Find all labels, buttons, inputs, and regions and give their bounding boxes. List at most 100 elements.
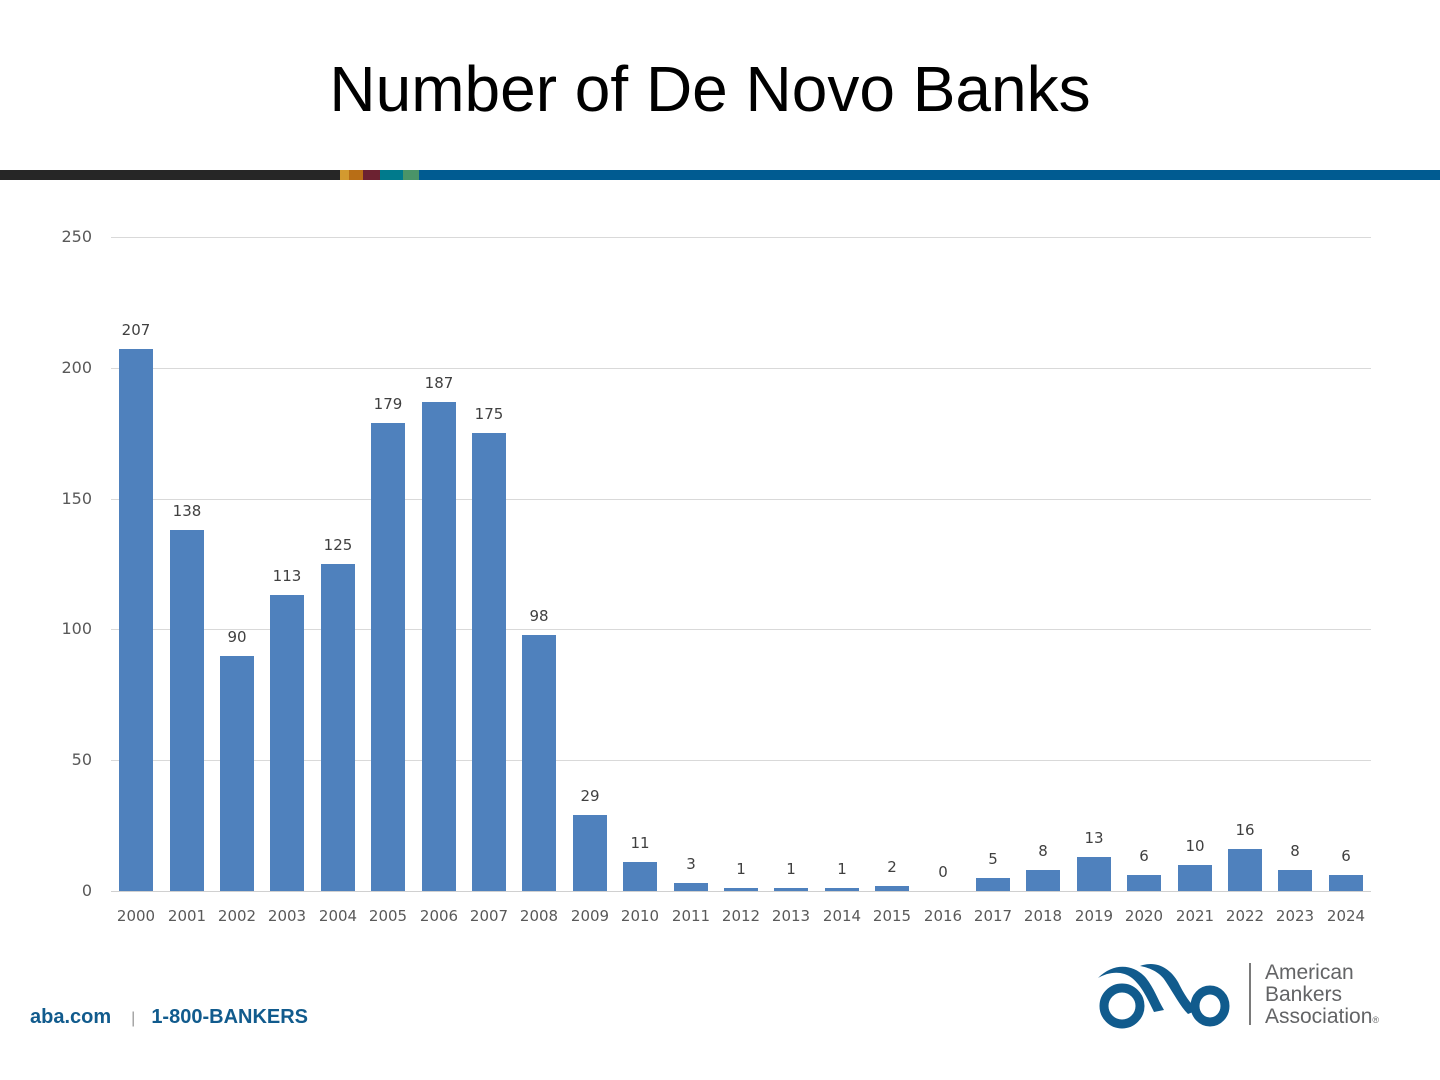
x-tick-label: 2020 (1124, 907, 1164, 925)
bar-2011 (674, 883, 708, 891)
data-label: 5 (988, 850, 998, 868)
bar-2019 (1077, 857, 1111, 891)
y-tick-label: 0 (81, 881, 92, 900)
data-label: 98 (529, 607, 549, 625)
x-tick-label: 2004 (318, 907, 358, 925)
bar-2007 (472, 433, 506, 891)
data-label: 13 (1084, 829, 1104, 847)
y-tick-label: 50 (71, 750, 92, 769)
bar-2012 (724, 888, 758, 891)
x-tick-label: 2011 (671, 907, 711, 925)
data-label: 187 (424, 374, 454, 392)
aba-logo-icon (1094, 960, 1234, 1035)
bar-2017 (976, 878, 1010, 891)
data-label: 1 (736, 860, 746, 878)
bar-2018 (1026, 870, 1060, 891)
data-label: 8 (1038, 842, 1048, 860)
x-tick-label: 2015 (872, 907, 912, 925)
x-tick-label: 2023 (1275, 907, 1315, 925)
x-tick-label: 2012 (721, 907, 761, 925)
bar-2013 (774, 888, 808, 891)
data-label: 0 (938, 863, 948, 881)
bar-2003 (270, 595, 304, 891)
gridline (111, 760, 1371, 761)
stripe-segment (349, 170, 363, 180)
gridline (111, 368, 1371, 369)
website-link[interactable]: aba.com (30, 1006, 112, 1028)
x-axis-line (111, 891, 1371, 892)
data-label: 8 (1290, 842, 1300, 860)
x-tick-label: 2019 (1074, 907, 1114, 925)
footer-contact: aba.com | 1-800-BANKERS (30, 1006, 308, 1029)
x-tick-label: 2008 (519, 907, 559, 925)
bar-2009 (573, 815, 607, 891)
stripe-segment (363, 170, 380, 180)
data-label: 1 (837, 860, 847, 878)
y-tick-label: 100 (61, 619, 92, 638)
x-tick-label: 2016 (923, 907, 963, 925)
data-label: 179 (373, 395, 403, 413)
bar-2022 (1228, 849, 1262, 891)
gridline (111, 499, 1371, 500)
data-label: 113 (272, 567, 302, 585)
registered-mark: ® (1372, 1015, 1380, 1025)
phone-number: 1-800-BANKERS (151, 1006, 309, 1028)
bar-chart: 0 50 100 150 200 250 207 2000 138 2001 90 2002 113 20… (61, 227, 1371, 925)
data-label: 6 (1139, 847, 1149, 865)
logo-line-3: Association (1265, 1005, 1373, 1028)
x-tick-label: 2001 (167, 907, 207, 925)
data-label: 10 (1185, 837, 1205, 855)
bar-2021 (1178, 865, 1212, 891)
x-tick-label: 2005 (368, 907, 408, 925)
data-label: 29 (580, 787, 600, 805)
x-tick-label: 2003 (267, 907, 307, 925)
x-tick-label: 2009 (570, 907, 610, 925)
x-tick-label: 2006 (419, 907, 459, 925)
stripe-segment (380, 170, 403, 180)
x-tick-label: 2017 (973, 907, 1013, 925)
logo-wordmark: American Bankers Association® (1265, 962, 1379, 1031)
bar-2005 (371, 423, 405, 891)
x-tick-label: 2018 (1023, 907, 1063, 925)
x-tick-label: 2002 (217, 907, 257, 925)
logo-divider (1249, 963, 1251, 1025)
x-tick-label: 2010 (620, 907, 660, 925)
data-label: 125 (323, 536, 353, 554)
bar-2024 (1329, 875, 1363, 891)
x-tick-label: 2013 (771, 907, 811, 925)
bar-2020 (1127, 875, 1161, 891)
y-tick-label: 250 (61, 227, 92, 246)
stripe-segment (419, 170, 1440, 180)
stripe-segment (403, 170, 419, 180)
x-tick-label: 2024 (1326, 907, 1366, 925)
bar-2015 (875, 886, 909, 891)
bar-2008 (522, 635, 556, 891)
x-tick-label: 2022 (1225, 907, 1265, 925)
x-tick-label: 2007 (469, 907, 509, 925)
bar-2010 (623, 862, 657, 891)
y-tick-label: 200 (61, 358, 92, 377)
bar-2004 (321, 564, 355, 891)
data-label: 207 (121, 321, 151, 339)
bar-2001 (170, 530, 204, 891)
y-tick-label: 150 (61, 489, 92, 508)
gridline (111, 629, 1371, 630)
data-label: 90 (227, 628, 247, 646)
stripe-segment (0, 170, 340, 180)
data-label: 138 (172, 502, 202, 520)
data-label: 1 (786, 860, 796, 878)
data-label: 3 (686, 855, 696, 873)
data-label: 16 (1235, 821, 1255, 839)
footer-separator: | (131, 1010, 136, 1027)
stripe-segment (340, 170, 349, 180)
data-label: 6 (1341, 847, 1351, 865)
data-label: 2 (887, 858, 897, 876)
bar-2006 (422, 402, 456, 891)
data-label: 175 (474, 405, 504, 423)
x-tick-label: 2000 (116, 907, 156, 925)
x-tick-label: 2021 (1175, 907, 1215, 925)
bar-2002 (220, 656, 254, 891)
bar-2023 (1278, 870, 1312, 891)
logo-line-1: American (1265, 961, 1354, 984)
logo-line-2: Bankers (1265, 983, 1343, 1006)
